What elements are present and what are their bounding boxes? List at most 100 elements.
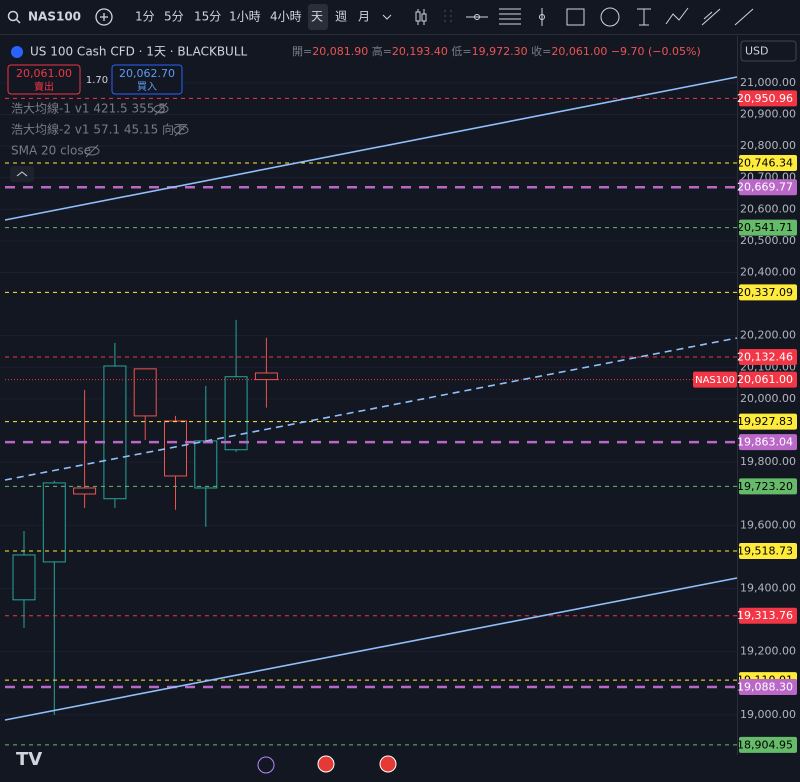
tool-text[interactable] <box>637 8 651 26</box>
price-tag-label: 20,950.96 <box>737 92 793 105</box>
price-tag-label: 19,313.76 <box>737 609 793 622</box>
y-tick-label: 20,200.00 <box>740 329 796 342</box>
trend-line[interactable] <box>4 76 738 221</box>
buy-label[interactable]: 買入 <box>137 81 157 93</box>
price-tag <box>739 219 797 236</box>
interval[interactable]: 月 <box>358 10 370 24</box>
label: 收= <box>531 44 551 58</box>
interval[interactable]: 週 <box>335 10 347 24</box>
tool-rect[interactable] <box>566 8 585 26</box>
price-tag <box>739 371 797 388</box>
candle-body <box>133 368 157 417</box>
price-tag-label: 19,088.30 <box>737 680 793 693</box>
y-tick-label: 19,400.00 <box>740 581 796 594</box>
indicator[interactable]: SMA 20 close <box>11 144 91 158</box>
price-tag <box>739 90 797 107</box>
sell-label[interactable]: 賣出 <box>34 80 54 93</box>
y-tick-label: 20,500.00 <box>740 234 796 247</box>
price-tag <box>739 179 797 196</box>
label: 低= <box>451 45 471 58</box>
interval[interactable]: 1小時 <box>229 10 261 24</box>
y-tick-label: 19,000.00 <box>740 708 796 721</box>
interval[interactable]: 1分 <box>135 10 155 24</box>
price-tag <box>739 434 797 451</box>
active-interval-bg <box>308 4 328 30</box>
trend-line[interactable] <box>4 337 738 481</box>
sell-price[interactable]: 20,061.00 <box>16 67 72 80</box>
toolbar-bg <box>0 0 800 34</box>
y-tick-label: 21,000.00 <box>740 76 796 89</box>
toolbar: NAS100 1分 5分 15分 1小時 4小時 天 週 月 <box>0 0 800 35</box>
handle <box>444 10 452 24</box>
candle-body <box>194 440 218 489</box>
price-tag <box>739 736 797 753</box>
y-tick-label: 20,000.00 <box>740 392 796 405</box>
price-tag <box>739 349 797 366</box>
tool-vline <box>539 14 545 20</box>
price-tag <box>739 155 797 172</box>
plot <box>0 82 737 746</box>
interval[interactable]: 天 <box>311 10 323 24</box>
event-icon[interactable] <box>257 756 275 774</box>
y-tick-label: 20,400.00 <box>740 265 796 278</box>
hide-icons[interactable] <box>84 102 189 158</box>
symbol-tag <box>693 371 737 388</box>
tool-trend[interactable] <box>734 8 754 26</box>
search-icon[interactable] <box>7 10 19 22</box>
collapse-icon <box>16 171 28 177</box>
candle-icon <box>415 11 421 22</box>
event-icon[interactable] <box>317 755 335 773</box>
event-icon[interactable] <box>379 755 397 773</box>
candle-body <box>12 554 36 601</box>
currency[interactable]: USD <box>745 45 769 58</box>
tool-circle[interactable] <box>600 7 620 27</box>
change: −9.70 (−0.05%) <box>611 45 701 58</box>
symbol[interactable]: NAS100 <box>28 10 81 24</box>
label: 開= <box>292 45 312 58</box>
y-tick-label: 19,200.00 <box>740 645 796 658</box>
plus <box>100 13 108 21</box>
buy-button[interactable] <box>111 64 183 95</box>
collapse[interactable] <box>10 166 34 182</box>
price-tag-label: 19,723.20 <box>737 480 793 493</box>
trend-line[interactable] <box>4 577 738 721</box>
candle-body <box>73 487 97 495</box>
sell-button[interactable] <box>7 64 81 95</box>
add-symbol[interactable] <box>95 8 113 26</box>
tool-channel[interactable] <box>701 8 721 26</box>
tool-fib[interactable] <box>499 8 521 25</box>
logo: TV <box>16 749 42 770</box>
price-tag <box>739 678 797 695</box>
price-tag <box>739 542 797 559</box>
interval[interactable]: 15分 <box>194 10 221 24</box>
candle-body <box>224 376 248 451</box>
spread: 1.70 <box>86 75 108 86</box>
search-icon <box>15 18 21 24</box>
price-tag-label: 19,863.04 <box>737 436 793 449</box>
price-tag-label: 20,541.71 <box>737 221 793 234</box>
price-tag-label: 18,904.95 <box>737 738 793 751</box>
indicator[interactable]: 浩大均線-1 v1 421.5 355.5 <box>11 101 166 116</box>
interval[interactable]: 4小時 <box>270 10 302 24</box>
indicator[interactable]: 浩大均線-2 v1 57.1 45.15 向下 <box>11 122 186 137</box>
interval[interactable]: 5分 <box>164 10 184 24</box>
currency-select[interactable] <box>740 40 797 62</box>
buy-price[interactable]: 20,062.70 <box>119 67 175 80</box>
candle-body <box>254 372 278 381</box>
y-tick-label: 20,900.00 <box>740 107 796 120</box>
tool-path[interactable] <box>665 7 689 25</box>
y-tick-label: 20,600.00 <box>740 202 796 215</box>
symbol-logo <box>11 46 23 58</box>
dropdown[interactable] <box>382 14 392 20</box>
price-tag-label: 20,132.46 <box>737 351 793 364</box>
y-tick-label: 19,800.00 <box>740 455 796 468</box>
price-tag-label: 20,669.77 <box>737 181 793 194</box>
candle-body <box>103 365 127 500</box>
symbol-tag-label: NAS100 <box>695 375 735 386</box>
y-tick-label: 20,800.00 <box>740 139 796 152</box>
tool-line <box>474 14 480 20</box>
price-tag <box>739 284 797 301</box>
price-tag-label: 20,746.34 <box>737 157 793 170</box>
value: 20,193.40 <box>392 45 448 58</box>
